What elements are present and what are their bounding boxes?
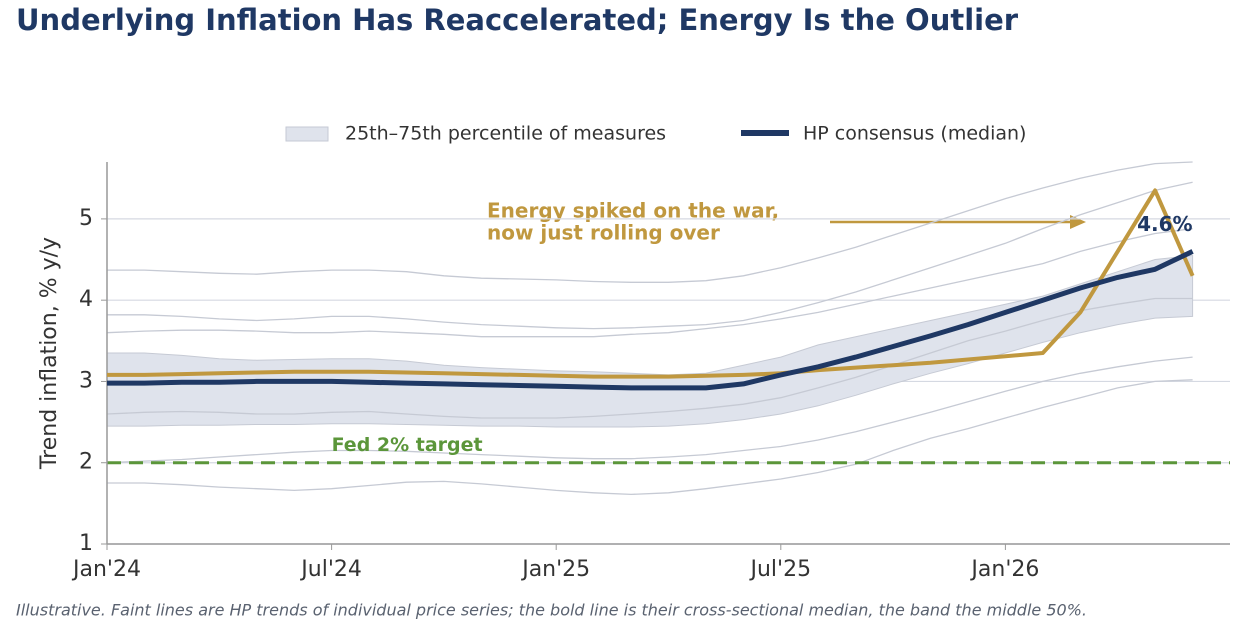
legend-label: HP consensus (median) — [803, 123, 1026, 145]
x-tick-label: Jul'24 — [299, 557, 362, 582]
y-tick-label: 5 — [79, 206, 93, 231]
annotation: now just rolling over — [487, 221, 720, 245]
series-line — [107, 188, 1195, 379]
x-tick-label: Jan'24 — [71, 557, 141, 582]
y-tick-label: 3 — [79, 368, 93, 393]
faint-line — [107, 181, 1193, 330]
value-label: 4.6% — [1137, 212, 1192, 236]
legend-swatch — [285, 126, 329, 142]
faint-line — [107, 379, 1193, 496]
iqr-band — [106, 254, 1194, 428]
x-tick-label: Jul'25 — [749, 557, 812, 582]
legend-label: 25th–75th percentile of measures — [345, 123, 666, 145]
series-line — [107, 249, 1194, 391]
y-tick-label: 1 — [79, 531, 93, 556]
faint-line — [106, 227, 1193, 338]
y-tick-label: 4 — [79, 287, 93, 312]
target-label: Fed 2% target — [332, 434, 483, 456]
y-axis-label: Trend inflation, % y/y — [37, 237, 62, 470]
faint-line — [107, 161, 1193, 283]
faint-line — [106, 356, 1193, 464]
footnote: Illustrative. Faint lines are HP trends … — [16, 601, 1087, 620]
x-tick-label: Jan'26 — [969, 557, 1039, 582]
x-tick-label: Jan'25 — [520, 557, 590, 582]
faint-line — [106, 297, 1193, 419]
chart-title: Underlying Inflation Has Reaccelerated; … — [16, 3, 1019, 37]
y-tick-label: 2 — [79, 450, 93, 475]
